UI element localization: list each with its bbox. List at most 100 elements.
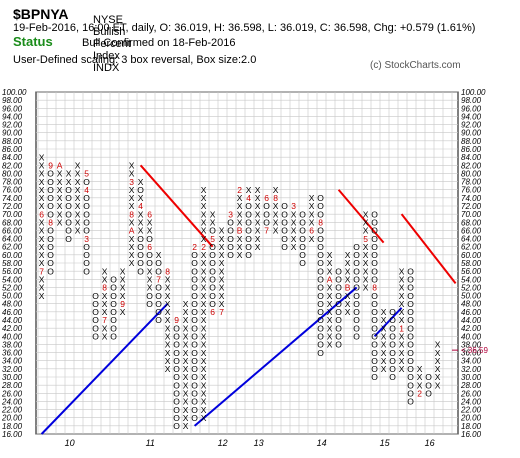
month-marker: 6 [264, 193, 269, 203]
y-tick-label-left: 54.00 [2, 275, 23, 284]
x-box: X [327, 299, 333, 309]
month-marker: 3 [129, 177, 134, 187]
o-box: O [281, 209, 288, 219]
o-box: O [407, 372, 414, 382]
scaling-info: User-Defined scaling: 3 box reversal, Bo… [13, 54, 257, 66]
o-box: O [371, 242, 378, 252]
y-tick-label-right: 62.00 [461, 243, 482, 252]
o-box: O [110, 315, 117, 325]
x-box: X [138, 217, 144, 227]
o-box: O [155, 299, 162, 309]
o-box: O [92, 299, 99, 309]
month-marker: 7 [219, 307, 224, 317]
o-box: O [245, 201, 252, 211]
resistance-trendline [400, 213, 457, 284]
x-box: X [327, 291, 333, 301]
x-box: X [75, 201, 81, 211]
x-box: X [381, 356, 387, 366]
x-box: X [165, 364, 171, 374]
x-box: X [237, 234, 243, 244]
y-tick-label-right: 84.00 [461, 153, 482, 162]
o-box: O [146, 258, 153, 268]
x-box: X [39, 274, 45, 284]
o-box: O [389, 315, 396, 325]
x-box: X [201, 323, 207, 333]
x-box: X [147, 217, 153, 227]
x-box: X [399, 274, 405, 284]
x-box: X [363, 274, 369, 284]
o-box: O [191, 364, 198, 374]
o-box: O [191, 315, 198, 325]
o-box: O [353, 299, 360, 309]
x-box: X [75, 226, 81, 236]
o-box: O [191, 405, 198, 415]
y-tick-label-left: 22.00 [1, 406, 23, 415]
x-box: X [165, 348, 171, 358]
resistance-trendline [139, 164, 214, 248]
o-box: O [317, 283, 324, 293]
x-box: X [417, 372, 423, 382]
o-box: O [335, 323, 342, 333]
x-box: X [201, 291, 207, 301]
x-box: X [39, 160, 45, 170]
y-tick-label-right: 96.00 [461, 104, 482, 113]
x-box: X [210, 217, 216, 227]
last-price-label: < 36.59 [461, 346, 488, 355]
y-tick-label-right: 36.00 [461, 349, 482, 358]
o-box: O [110, 283, 117, 293]
o-box: O [299, 258, 306, 268]
x-box: X [165, 307, 171, 317]
x-box: X [381, 340, 387, 350]
x-box: X [219, 291, 225, 301]
x-box: X [345, 266, 351, 276]
y-tick-label-left: 26.00 [1, 389, 23, 398]
y-tick-label-left: 58.00 [2, 259, 23, 268]
o-box: O [407, 340, 414, 350]
month-marker: 4 [138, 201, 143, 211]
o-box: O [371, 299, 378, 309]
y-tick-label-right: 88.00 [461, 137, 482, 146]
x-box: X [75, 217, 81, 227]
x-box: X [345, 274, 351, 284]
o-box: O [47, 169, 54, 179]
o-box: O [65, 185, 72, 195]
o-box: O [353, 291, 360, 301]
o-box: O [371, 307, 378, 317]
month-marker: 9 [120, 299, 125, 309]
x-box: X [183, 315, 189, 325]
y-tick-label-left: 98.00 [2, 96, 23, 105]
y-tick-label-left: 16.00 [2, 430, 23, 439]
o-box: O [407, 380, 414, 390]
x-box: X [345, 250, 351, 260]
o-box: O [335, 307, 342, 317]
o-box: O [335, 274, 342, 284]
o-box: O [92, 331, 99, 341]
o-box: O [47, 226, 54, 236]
x-box: X [201, 234, 207, 244]
y-tick-label-left: 76.00 [2, 186, 23, 195]
x-box: X [327, 250, 333, 260]
o-box: O [299, 250, 306, 260]
y-tick-label-right: 94.00 [461, 112, 482, 121]
x-box: X [381, 323, 387, 333]
o-box: O [47, 201, 54, 211]
x-axis-label: 13 [254, 438, 264, 448]
o-box: O [263, 217, 270, 227]
x-box: X [102, 307, 108, 317]
y-tick-label-left: 46.00 [2, 308, 23, 317]
o-box: O [65, 234, 72, 244]
o-box: O [137, 266, 144, 276]
x-box: X [273, 217, 279, 227]
o-box: O [209, 299, 216, 309]
x-box: X [363, 283, 369, 293]
o-box: O [47, 177, 54, 187]
y-tick-label-left: 48.00 [2, 300, 23, 309]
o-box: O [191, 283, 198, 293]
y-tick-label-left: 52.00 [2, 283, 23, 292]
o-box: O [371, 315, 378, 325]
x-box: X [273, 201, 279, 211]
x-box: X [183, 356, 189, 366]
o-box: O [83, 209, 90, 219]
x-box: X [381, 348, 387, 358]
month-marker: 5 [210, 234, 215, 244]
